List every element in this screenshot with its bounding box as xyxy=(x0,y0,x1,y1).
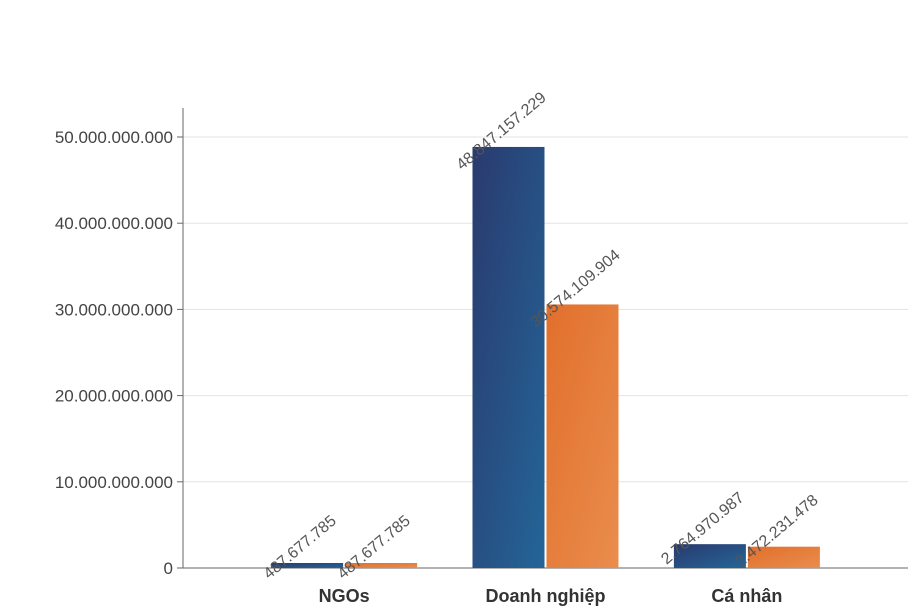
bar xyxy=(747,546,820,568)
x-category-label: Cá nhân xyxy=(711,586,782,606)
y-tick-label: 40.000.000.000 xyxy=(55,214,173,233)
x-category-label: Doanh nghiệp xyxy=(486,586,606,606)
bar xyxy=(271,563,344,568)
axes: 0 10.000.000.000 20.000.000.000 30.000.000.… xyxy=(55,108,908,606)
bars xyxy=(271,146,820,568)
bar xyxy=(673,544,746,568)
bar xyxy=(345,563,418,568)
y-tick-label: 20.000.000.000 xyxy=(55,387,173,406)
data-label: 487.677.785 xyxy=(335,512,414,582)
gridlines xyxy=(183,136,908,483)
bar xyxy=(472,146,545,568)
y-tick-label: 50.000.000.000 xyxy=(55,128,173,147)
data-label: 487.677.785 xyxy=(261,512,340,582)
y-tick-label: 30.000.000.000 xyxy=(55,300,173,319)
x-category-label: NGOs xyxy=(319,586,370,606)
y-tick-label: 10.000.000.000 xyxy=(55,473,173,492)
bar xyxy=(546,304,619,568)
y-tick-label: 0 xyxy=(164,559,173,578)
